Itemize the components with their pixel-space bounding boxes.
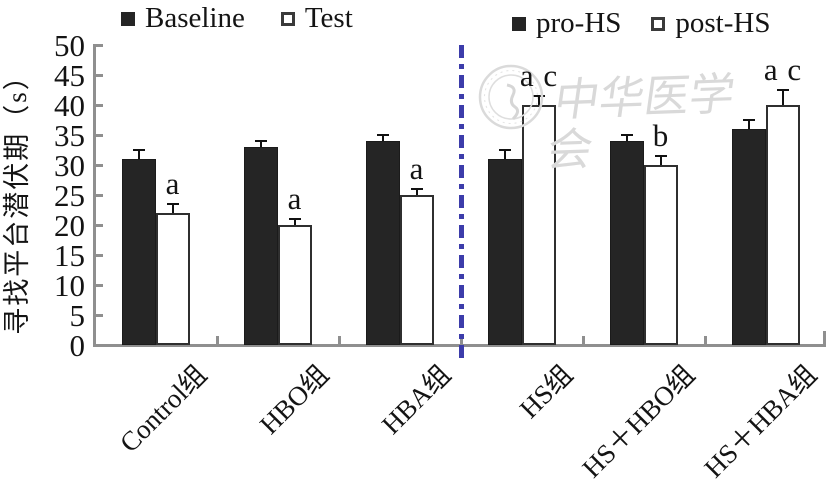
significance-label: a: [165, 166, 181, 201]
error-bar-cap: [499, 149, 511, 151]
y-tick-label: 30: [54, 148, 85, 183]
legend-item-baseline: Baseline: [121, 4, 245, 33]
error-bar-cap: [777, 89, 789, 91]
legend-right: pro-HS post-HS: [512, 9, 770, 38]
x-axis-end-tick: [823, 331, 826, 344]
x-category-label: HBA组: [375, 359, 457, 440]
y-tick-label: 50: [54, 28, 85, 63]
error-bar-cap: [655, 155, 667, 157]
bar-open-HBO组: [278, 225, 312, 345]
bar-open-HS＋HBA组: [766, 105, 800, 345]
y-tick: [96, 224, 103, 227]
x-tick: [704, 336, 707, 345]
error-bar-stem: [660, 156, 662, 165]
error-bar-stem: [260, 141, 262, 147]
bar-open-HS组: [522, 105, 556, 345]
y-tick: [96, 254, 103, 257]
y-tick-label: 5: [69, 298, 86, 333]
error-bar-cap: [621, 134, 633, 136]
y-tick-label: 45: [54, 58, 85, 93]
y-tick: [96, 314, 103, 317]
y-tick: [96, 164, 103, 167]
y-tick: [96, 134, 103, 137]
error-bar-cap: [167, 203, 179, 205]
y-axis-line: [93, 44, 96, 347]
y-tick-label: 35: [54, 118, 85, 153]
significance-label: a: [287, 181, 303, 216]
legend-label-pro-hs: pro-HS: [536, 7, 622, 39]
y-tick-label: 15: [54, 238, 85, 273]
y-tick: [96, 44, 103, 47]
error-bar-cap: [533, 95, 545, 97]
bar-filled-Control组: [122, 159, 156, 345]
error-bar-stem: [382, 135, 384, 141]
y-tick-label: 20: [54, 208, 85, 243]
error-bar-cap: [133, 149, 145, 151]
error-bar-stem: [504, 150, 506, 159]
x-category-label: HBO组: [253, 359, 335, 440]
error-bar-cap: [255, 140, 267, 142]
bar-filled-HS组: [488, 159, 522, 345]
bar-filled-HS＋HBA组: [732, 129, 766, 345]
x-category-label: Control组: [113, 359, 213, 458]
significance-label: b: [652, 118, 670, 153]
x-category-label: HS组: [513, 359, 579, 425]
open-square-icon: [280, 11, 295, 26]
x-category-label: HS＋HBA组: [698, 359, 823, 484]
y-tick: [96, 284, 103, 287]
error-bar-stem: [138, 150, 140, 159]
error-bar-stem: [538, 96, 540, 105]
legend-item-pro-hs: pro-HS: [512, 9, 621, 38]
legend-label-baseline: Baseline: [145, 2, 245, 34]
y-tick: [96, 104, 103, 107]
error-bar-cap: [411, 188, 423, 190]
error-bar-stem: [416, 189, 418, 195]
significance-label: a c: [519, 58, 559, 93]
legend-left: Baseline Test: [121, 4, 353, 33]
open-square-icon: [651, 16, 666, 31]
y-tick-label: 40: [54, 88, 85, 123]
legend-item-test: Test: [280, 2, 353, 34]
bar-filled-HBA组: [366, 141, 400, 345]
y-tick-label: 10: [54, 268, 85, 303]
error-bar-stem: [172, 204, 174, 213]
x-tick: [216, 336, 219, 345]
panel-separator-line: [459, 45, 464, 359]
legend-label-test: Test: [304, 2, 353, 34]
y-tick-label: 0: [69, 328, 86, 363]
filled-square-icon: [121, 11, 135, 26]
error-bar-stem: [748, 120, 750, 129]
error-bar-stem: [294, 219, 296, 225]
legend-item-post-hs: post-HS: [651, 9, 770, 38]
bar-filled-HS＋HBO组: [610, 141, 644, 345]
significance-label: a c: [763, 52, 803, 87]
significance-label: a: [409, 151, 425, 186]
error-bar-cap: [377, 134, 389, 136]
bar-filled-HBO组: [244, 147, 278, 345]
x-tick: [338, 336, 341, 345]
filled-square-icon: [512, 16, 526, 31]
bar-open-HS＋HBO组: [644, 165, 678, 345]
legend-label-post-hs: post-HS: [675, 7, 771, 39]
x-tick: [582, 336, 585, 345]
error-bar-cap: [743, 119, 755, 121]
x-category-label: HS＋HBO组: [576, 359, 701, 484]
error-bar-stem: [626, 135, 628, 141]
bar-open-Control组: [156, 213, 190, 345]
error-bar-cap: [289, 218, 301, 220]
error-bar-stem: [782, 90, 784, 105]
y-tick: [96, 194, 103, 197]
y-tick: [96, 74, 103, 77]
bar-open-HBA组: [400, 195, 434, 345]
y-tick-label: 25: [54, 178, 85, 213]
